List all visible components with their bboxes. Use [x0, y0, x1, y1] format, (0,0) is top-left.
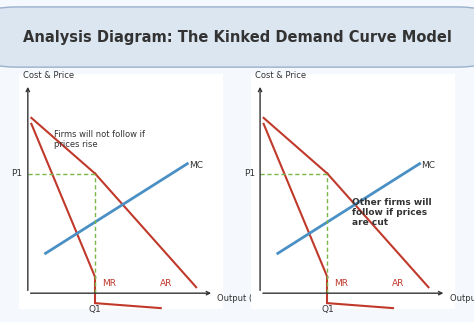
- FancyBboxPatch shape: [0, 7, 474, 67]
- Text: Cost & Price: Cost & Price: [255, 71, 306, 80]
- Text: Other firms will
follow if prices
are cut: Other firms will follow if prices are cu…: [352, 198, 432, 227]
- Text: AR: AR: [160, 279, 172, 288]
- Text: MC: MC: [189, 161, 203, 170]
- Text: Output (Q): Output (Q): [218, 294, 263, 303]
- Text: Firms will not follow if
prices rise: Firms will not follow if prices rise: [55, 130, 146, 149]
- Text: P1: P1: [11, 169, 22, 178]
- Text: MR: MR: [335, 279, 348, 288]
- Text: AR: AR: [392, 279, 404, 288]
- Text: Q1: Q1: [89, 305, 101, 314]
- Text: MC: MC: [421, 161, 435, 170]
- Text: MR: MR: [102, 279, 116, 288]
- Text: Q1: Q1: [321, 305, 334, 314]
- Text: P1: P1: [244, 169, 255, 178]
- Text: Output (Q): Output (Q): [450, 294, 474, 303]
- Text: Cost & Price: Cost & Price: [22, 71, 73, 80]
- Text: Analysis Diagram: The Kinked Demand Curve Model: Analysis Diagram: The Kinked Demand Curv…: [23, 30, 451, 44]
